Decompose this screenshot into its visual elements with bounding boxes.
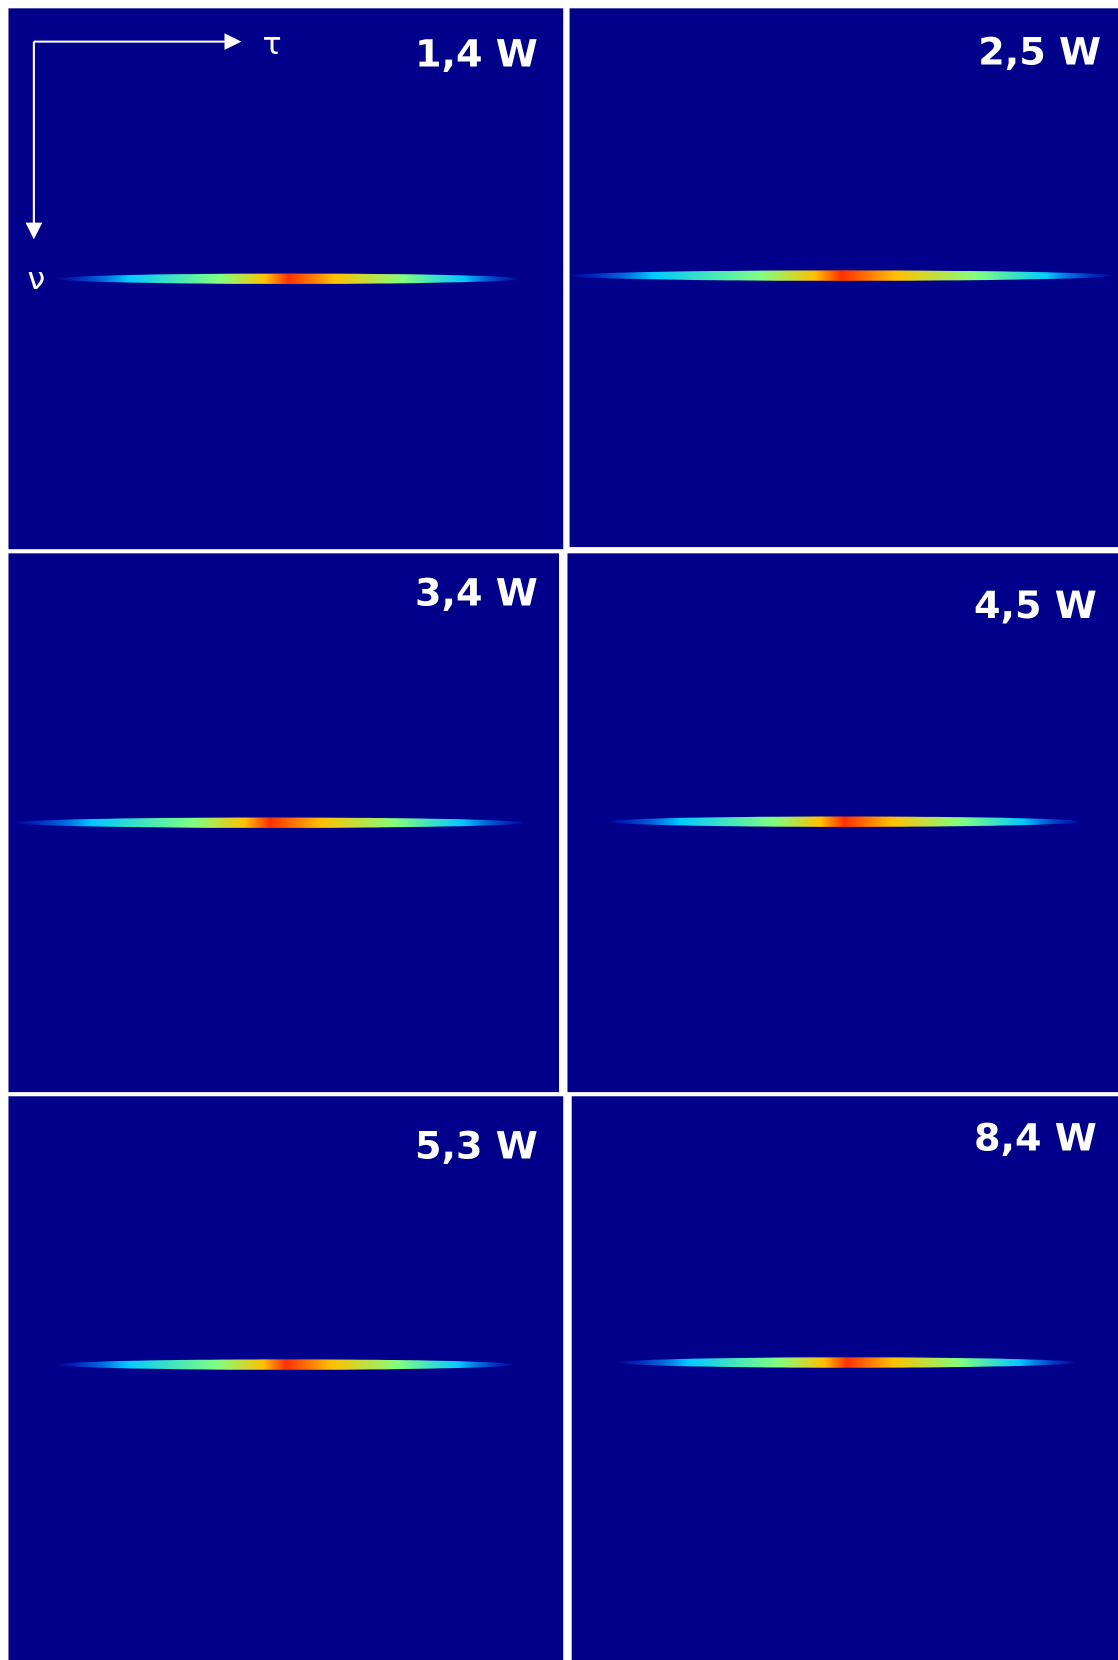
tau-label: τ bbox=[263, 26, 282, 62]
panel bbox=[8, 1096, 564, 1660]
panel bbox=[571, 1096, 1118, 1660]
panel-label: 4,5 W bbox=[974, 583, 1097, 627]
panel-label: 5,3 W bbox=[415, 1124, 538, 1168]
panel-label: 2,5 W bbox=[978, 30, 1101, 74]
panel-label: 1,4 W bbox=[415, 32, 538, 76]
main-trace bbox=[608, 816, 1080, 827]
panel-label: 3,4 W bbox=[415, 571, 538, 615]
main-trace bbox=[571, 270, 1112, 281]
main-trace bbox=[619, 1357, 1075, 1368]
nu-label: ν bbox=[28, 261, 46, 297]
panel-label: 8,4 W bbox=[974, 1116, 1097, 1160]
main-trace bbox=[58, 273, 519, 284]
spectrogram-traces bbox=[15, 100, 1112, 1631]
main-trace bbox=[15, 817, 525, 828]
main-trace bbox=[58, 1359, 514, 1370]
